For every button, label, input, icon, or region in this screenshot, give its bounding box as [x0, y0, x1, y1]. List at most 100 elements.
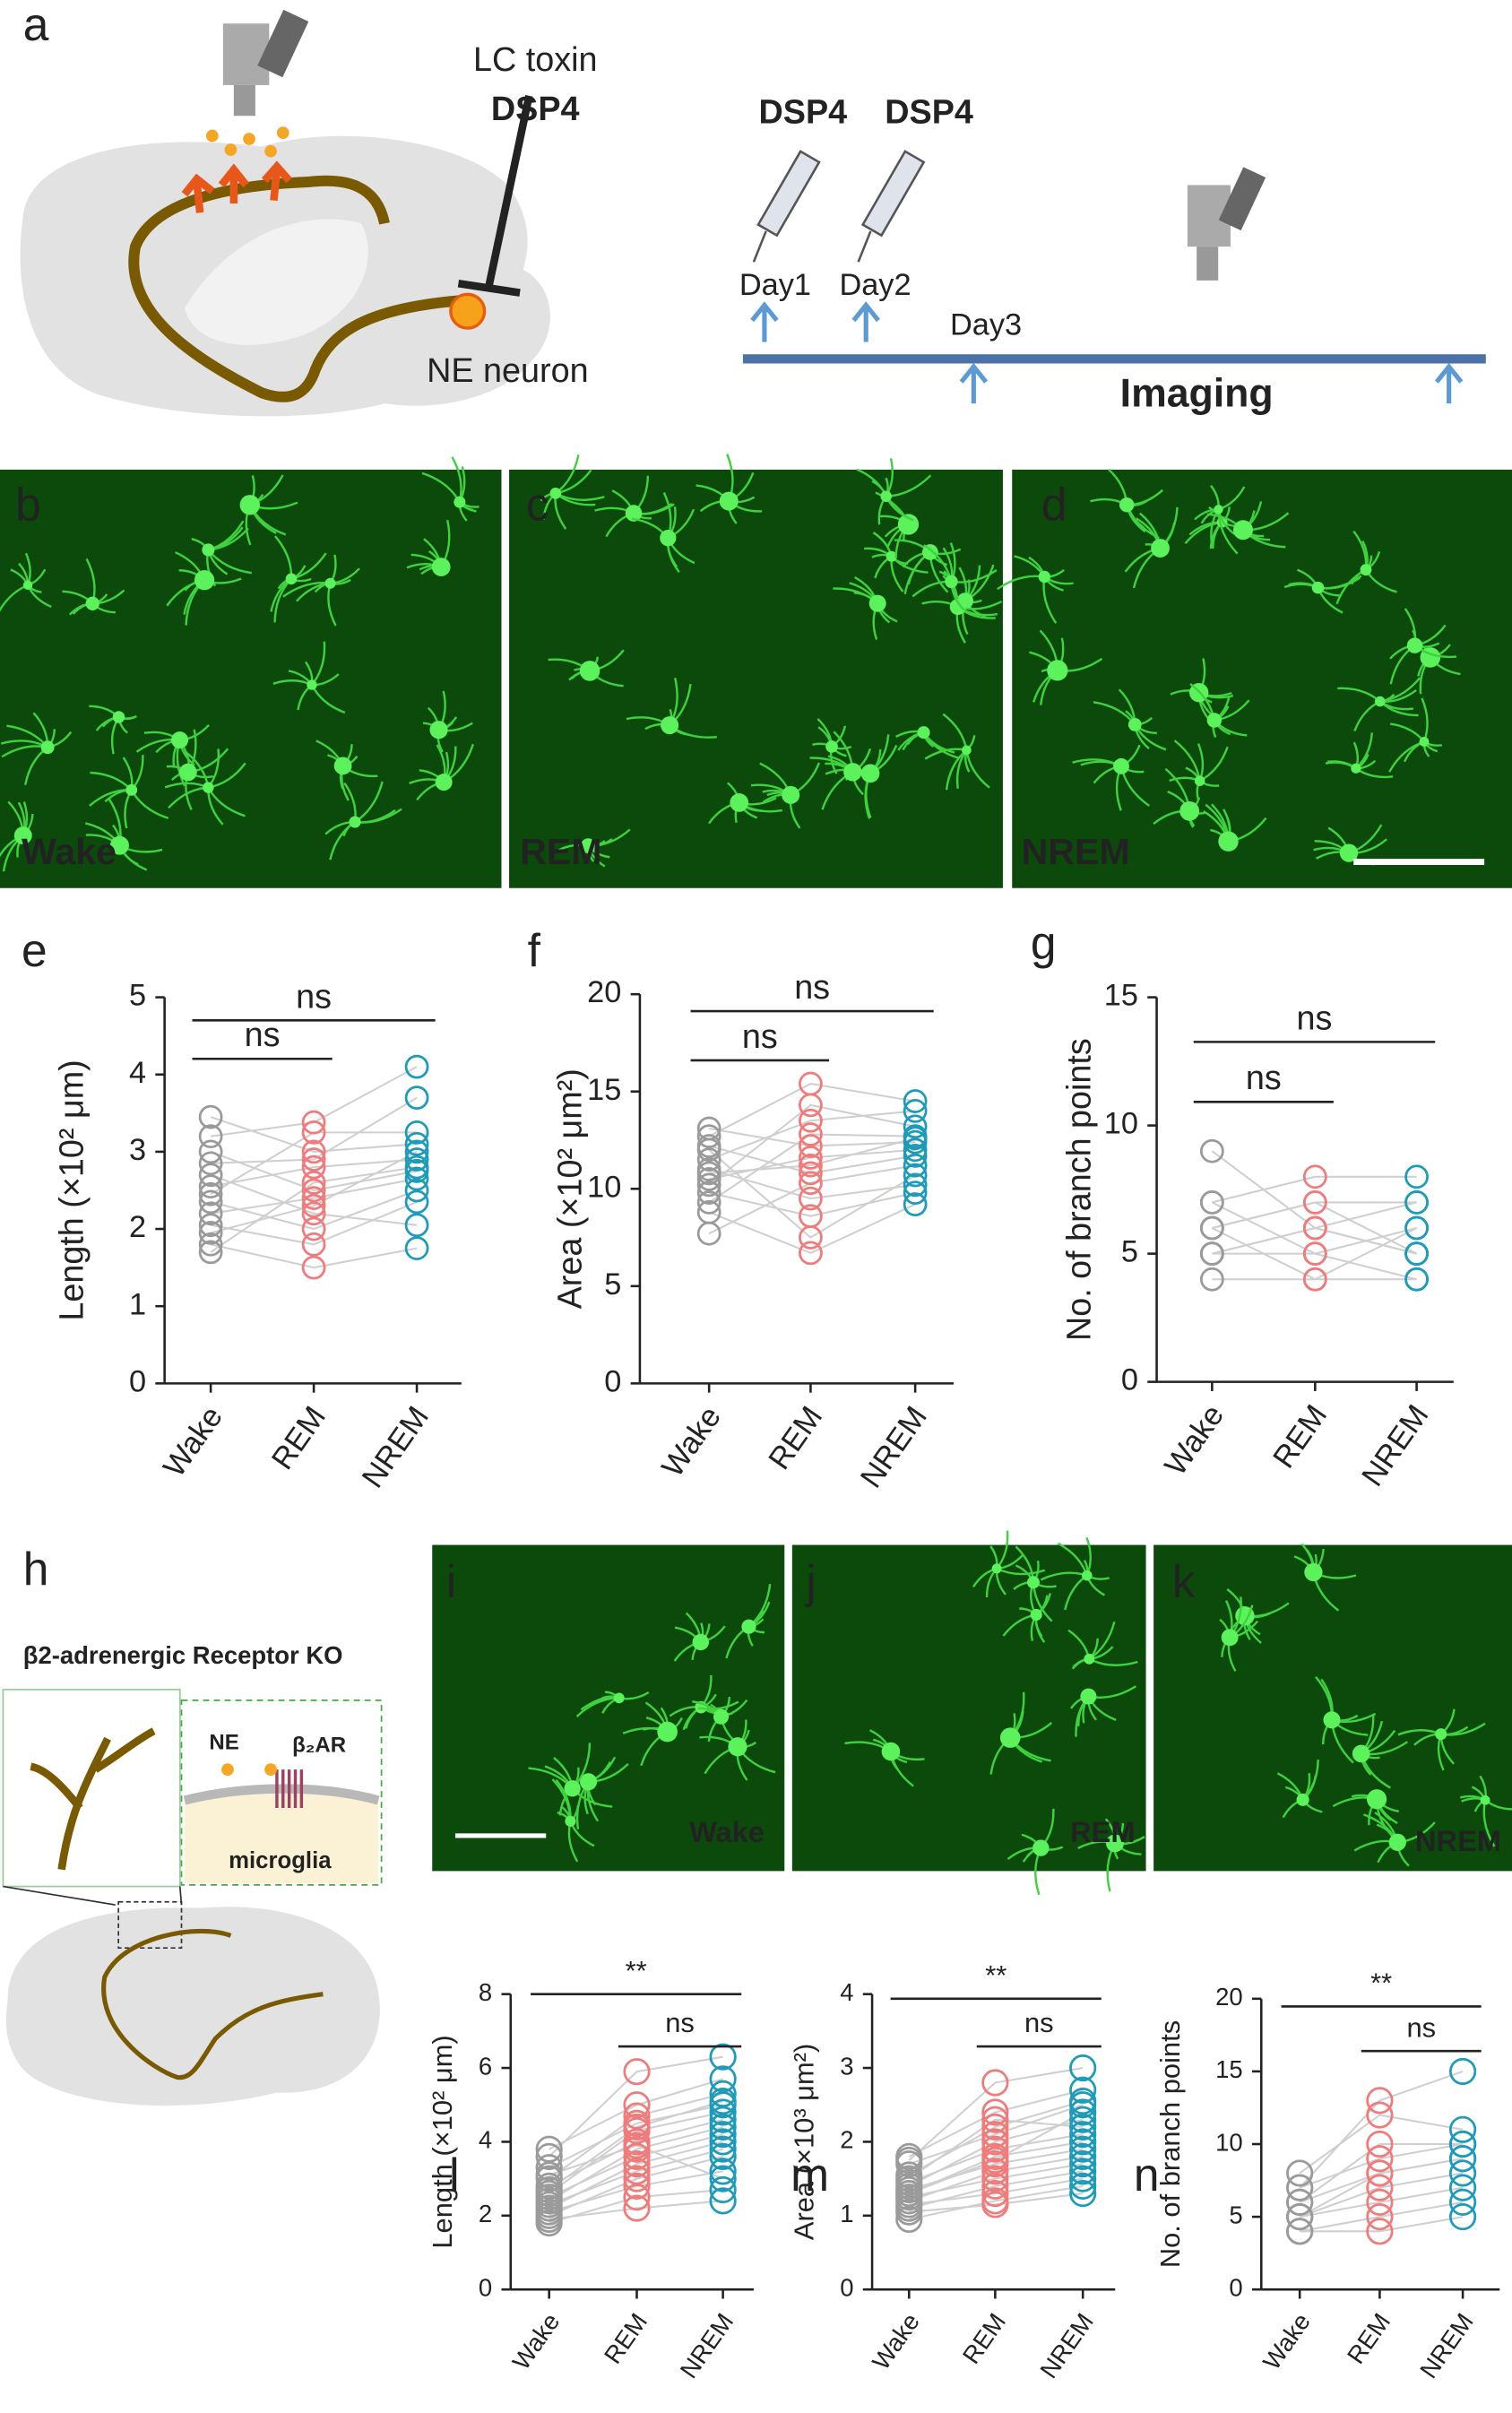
soma — [1351, 763, 1361, 774]
y-axis-label: No. of branch points — [1154, 2020, 1186, 2268]
timeline-graphics — [742, 150, 1486, 404]
y-tick-label: 15 — [587, 1073, 621, 1107]
x-tick-label: Wake — [1257, 2308, 1316, 2374]
data-point — [1404, 1190, 1429, 1215]
panel-label: c — [526, 478, 549, 530]
panel-label: j — [804, 1555, 816, 1607]
soma — [1084, 1653, 1095, 1665]
soma — [431, 558, 451, 576]
data-point — [301, 1186, 326, 1210]
data-point — [1366, 2188, 1394, 2216]
data-point — [301, 1120, 326, 1145]
microglia-cell — [1335, 530, 1397, 605]
data-point — [903, 1163, 928, 1188]
soma — [1374, 696, 1386, 707]
y-tick-label: 5 — [1229, 2201, 1242, 2228]
x-tick-label: Wake — [1158, 1399, 1231, 1483]
data-point — [1302, 1164, 1327, 1189]
significance-label: ns — [665, 2007, 695, 2038]
data-point — [1069, 2121, 1097, 2149]
y-tick-label: 4 — [129, 1056, 146, 1090]
micrograph-bg — [791, 1544, 1146, 1872]
y-tick-label: 5 — [129, 979, 146, 1013]
data-point — [1448, 2130, 1477, 2158]
ne-label: NE — [209, 1730, 238, 1754]
microglia-cell — [864, 532, 929, 592]
microglia-cell — [1007, 1808, 1064, 1896]
microglia-cell — [1352, 1714, 1409, 1789]
microglia-cell — [844, 1729, 925, 1787]
pair-line — [909, 2184, 1084, 2220]
microglia-cell — [626, 677, 717, 739]
data-point — [623, 2113, 651, 2141]
y-axis-label: Area (×10² μm²) — [550, 1068, 588, 1309]
micrograph-bg — [0, 469, 502, 888]
pair-line — [210, 1200, 418, 1246]
y-axis-label: No. of branch points — [1059, 1038, 1097, 1341]
soma — [1214, 505, 1223, 515]
pair-line — [908, 2141, 1084, 2195]
data-point — [1404, 1164, 1429, 1189]
microglia-cell — [989, 1691, 1053, 1775]
data-point — [981, 2106, 1009, 2133]
data-point — [301, 1178, 326, 1203]
microglia-cell — [540, 454, 605, 530]
soma — [1026, 1576, 1040, 1589]
panel-label: k — [1172, 1555, 1196, 1607]
data-point — [535, 2142, 563, 2171]
y-tick-label: 0 — [479, 2273, 492, 2301]
data-point — [1366, 2101, 1394, 2129]
y-axis-label: Area (×10³ μm²) — [788, 2044, 819, 2240]
receptor-schematic — [2, 1689, 383, 2106]
y-tick-label: 15 — [1104, 979, 1138, 1013]
soma — [580, 838, 596, 854]
brain-shape-2 — [5, 1907, 380, 2106]
microglia-cell — [166, 551, 242, 626]
microglia-cell — [1315, 1676, 1377, 1764]
data-point — [1069, 2098, 1097, 2126]
data-point — [1404, 1267, 1429, 1292]
data-point — [404, 1147, 429, 1172]
data-point — [799, 1153, 823, 1178]
data-point — [198, 1232, 223, 1257]
data-point — [799, 1134, 823, 1158]
pair-line — [1299, 2172, 1464, 2218]
soma — [613, 1692, 625, 1704]
data-point — [903, 1089, 928, 1113]
pair-line — [708, 1191, 916, 1217]
soma — [692, 1633, 710, 1651]
soma — [333, 757, 352, 775]
significance-label: ns — [296, 977, 332, 1015]
soma — [1032, 1839, 1050, 1856]
data-point — [198, 1139, 223, 1164]
soma — [179, 763, 197, 782]
soma — [203, 782, 214, 793]
microglia-cell — [1013, 1545, 1057, 1622]
soma — [239, 495, 261, 515]
y-tick-label: 0 — [604, 1364, 621, 1398]
data-point — [709, 2175, 737, 2204]
pair-line — [708, 1149, 916, 1239]
microglia-cell — [272, 641, 346, 714]
neuron-label: NE neuron — [427, 351, 588, 389]
pair-line — [908, 2104, 1084, 2166]
microglia-cell — [1153, 767, 1207, 828]
soma — [1367, 1789, 1387, 1810]
data-point — [799, 1108, 823, 1133]
pair-line — [210, 1166, 418, 1253]
pair-line — [1299, 2070, 1464, 2189]
state-label: NREM — [1415, 1824, 1501, 1857]
data-point — [903, 1192, 928, 1217]
pair-line — [549, 2104, 723, 2169]
micrograph-d — [997, 468, 1512, 888]
pair-line — [210, 1066, 418, 1137]
y-tick-label: 20 — [1215, 1983, 1243, 2011]
data-point — [1366, 2174, 1394, 2201]
release-arrows — [181, 160, 292, 213]
y-tick-label: 1 — [840, 2200, 853, 2227]
x-tick-label: REM — [265, 1400, 333, 1475]
microglia-cell — [833, 576, 898, 640]
data-point — [981, 2187, 1009, 2215]
significance-label: ns — [742, 1017, 778, 1055]
significance-label: ns — [1297, 999, 1333, 1036]
